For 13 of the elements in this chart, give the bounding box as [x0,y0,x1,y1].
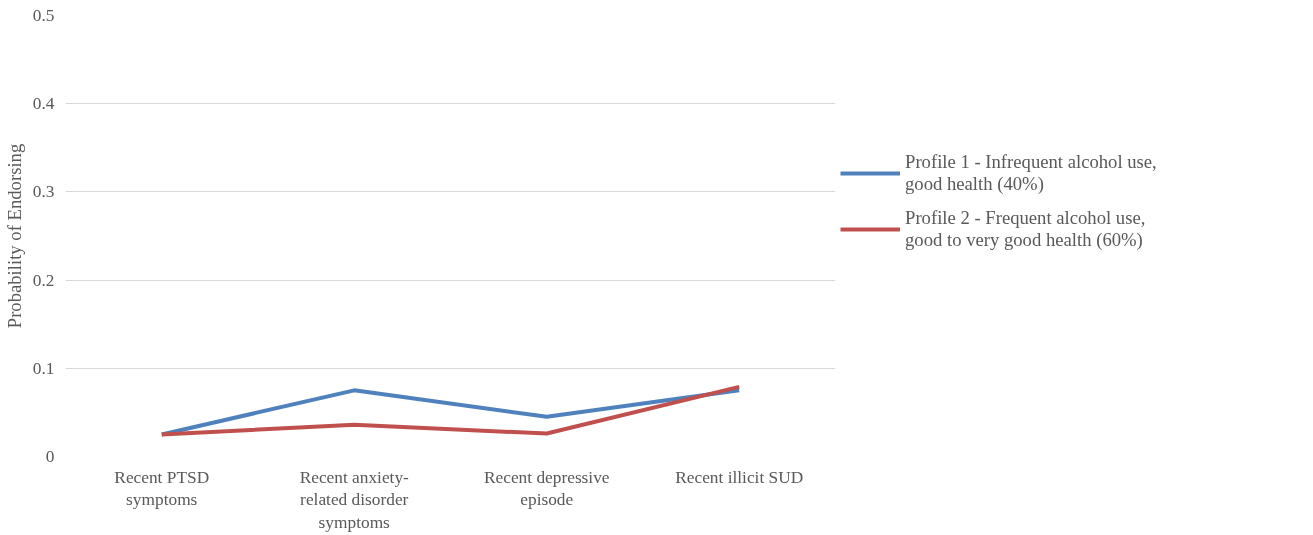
x-tick-label: Recent anxiety-related disorder symptoms [299,467,410,533]
y-tick-label: 0.2 [32,270,55,290]
y-axis-title: Probability of Endorsing [3,143,25,329]
x-tick-label: Recent illicit SUD [675,467,804,487]
y-tick-label: 0.3 [32,182,55,202]
x-tick-label: Recent depressive episode [483,467,610,510]
legend-label: Profile 2 - Frequent alcohol use, good to very good health (60%) [905,207,1146,251]
legend-label: Profile 1 - Infrequent alcohol use, good health (40%) [905,151,1157,195]
x-tick-label: Recent PTSD symptoms [114,467,210,510]
y-tick-label: 0.4 [32,94,55,114]
y-tick-label: 0.1 [32,358,55,378]
y-tick-label: 0.5 [32,6,55,25]
y-tick-label: 0 [45,447,55,466]
